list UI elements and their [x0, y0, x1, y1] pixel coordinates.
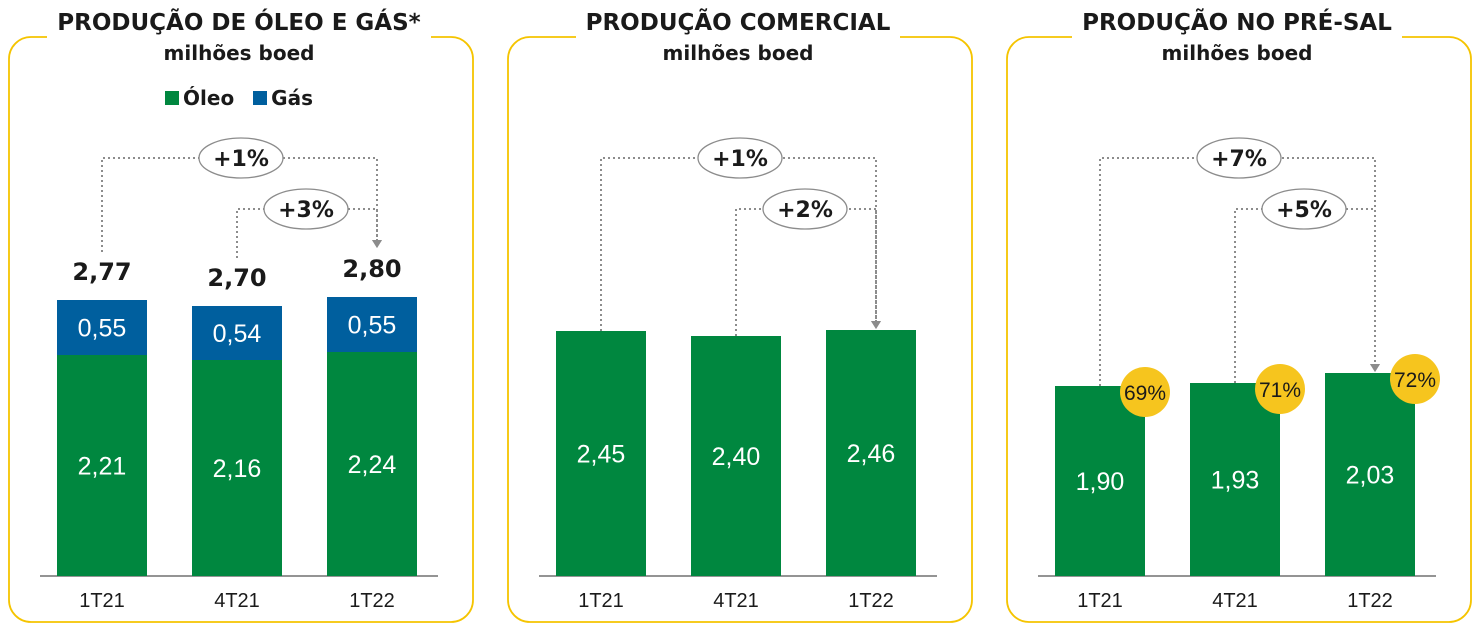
growth-badge-label: +5%	[1276, 198, 1332, 223]
bar-value-label: 2,24	[348, 451, 397, 479]
panel-oil-gas-production: 1T21 4T21 1T22 2,21 0,55 2,16 0,54 2,24 0,55 2,77…	[4, 0, 474, 637]
chart-commercial-production: 1T21 4T21 1T22 2,45 2,40 2,46 +1% +2%	[507, 36, 973, 623]
growth-badge	[697, 137, 783, 179]
growth-badge-label: +7%	[1211, 147, 1267, 172]
bar-gas	[192, 306, 282, 360]
legend-swatch-gas	[253, 91, 268, 105]
bar-value-label: 0,55	[348, 312, 397, 340]
bar-value-label: 1,93	[1211, 467, 1260, 495]
bar-oil	[826, 330, 916, 576]
bar-oil	[192, 360, 282, 576]
total-value-label: 2,77	[72, 258, 131, 286]
share-badge	[1255, 364, 1305, 414]
bar-value-label: 2,40	[712, 443, 761, 471]
chart-oil-gas-production: 1T21 4T21 1T22 2,21 0,55 2,16 0,54 2,24 0,55 2,77…	[8, 36, 474, 623]
bar-gas	[57, 300, 147, 355]
growth-arrow-line	[236, 208, 378, 258]
growth-arrow-line	[600, 157, 877, 331]
bar-value-label: 1,90	[1076, 468, 1125, 496]
growth-arrow-head	[372, 240, 382, 248]
growth-arrow-head	[1370, 364, 1380, 372]
x-tick-label: 4T21	[214, 590, 260, 612]
x-tick-label: 1T22	[848, 590, 894, 612]
share-badge-label: 72%	[1394, 369, 1436, 392]
growth-arrow-line	[1099, 157, 1376, 386]
growth-badge-label: +1%	[213, 147, 269, 172]
bar-value-label: 2,21	[78, 453, 127, 481]
panel-commercial-production: 1T21 4T21 1T22 2,45 2,40 2,46 +1% +2% PRODUÇÃO …	[503, 0, 973, 637]
total-value-label: 2,80	[342, 255, 401, 283]
bar-oil	[1325, 373, 1415, 576]
x-tick-label: 1T22	[349, 590, 395, 612]
legend-item-oil: Óleo	[165, 86, 234, 110]
legend-label-gas: Gás	[271, 86, 313, 110]
bar-oil	[57, 355, 147, 576]
chart-presalt-production: 1T21 4T21 1T22 1,90 1,93 2,03 69% 71% 72% +7% +5%	[1006, 36, 1472, 623]
bar-gas	[327, 297, 417, 352]
growth-badge	[762, 188, 848, 230]
x-tick-label: 4T21	[713, 590, 759, 612]
x-tick-label: 4T21	[1212, 590, 1258, 612]
bar-oil	[691, 336, 781, 576]
bar-oil	[327, 352, 417, 576]
x-tick-label: 1T21	[578, 590, 624, 612]
total-value-label: 2,70	[207, 264, 266, 292]
bar-value-label: 0,54	[213, 320, 262, 348]
growth-badge-label: +3%	[278, 198, 334, 223]
share-badge-label: 71%	[1259, 379, 1301, 402]
chart-legend: Óleo Gás	[4, 86, 474, 110]
share-badge-label: 69%	[1124, 382, 1166, 405]
bar-value-label: 0,55	[78, 315, 127, 343]
growth-badge	[263, 188, 349, 230]
share-badge	[1390, 354, 1440, 404]
growth-badge-label: +2%	[777, 198, 833, 223]
bar-value-label: 2,03	[1346, 462, 1395, 490]
growth-badge	[1196, 137, 1282, 179]
growth-arrow-head	[871, 321, 881, 329]
legend-item-gas: Gás	[253, 86, 313, 110]
bar-oil	[1055, 386, 1145, 576]
legend-label-oil: Óleo	[183, 86, 235, 110]
growth-badge	[1261, 188, 1347, 230]
growth-badge-label: +1%	[712, 147, 768, 172]
x-tick-label: 1T21	[79, 590, 125, 612]
bar-value-label: 2,46	[847, 440, 896, 468]
x-tick-label: 1T21	[1077, 590, 1123, 612]
growth-arrow-line	[1234, 208, 1376, 383]
x-tick-label: 1T22	[1347, 590, 1393, 612]
growth-badge	[198, 137, 284, 179]
legend-swatch-oil	[165, 91, 180, 105]
panel-presalt-production: 1T21 4T21 1T22 1,90 1,93 2,03 69% 71% 72% +7% +5% …	[1002, 0, 1472, 637]
bar-value-label: 2,16	[213, 455, 262, 483]
bar-value-label: 2,45	[577, 441, 626, 469]
bar-oil	[1190, 383, 1280, 576]
bar-oil	[556, 331, 646, 576]
share-badge	[1120, 367, 1170, 417]
